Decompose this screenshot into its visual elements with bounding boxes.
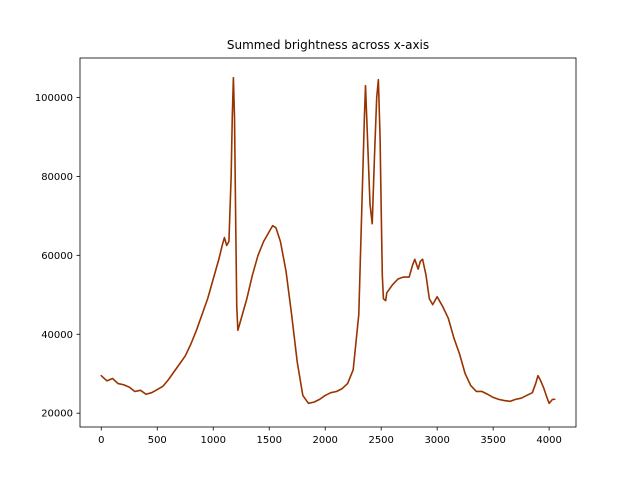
y-tick-label: 40000 — [41, 330, 73, 341]
data-line — [100, 76, 556, 405]
x-tick-label: 1500 — [256, 435, 281, 446]
x-tick-label: 2500 — [368, 435, 393, 446]
y-tick-label: 20000 — [41, 409, 73, 420]
y-tick-label: 100000 — [35, 93, 73, 104]
y-tick-label: 60000 — [41, 251, 73, 262]
x-tick-label: 0 — [98, 435, 104, 446]
x-tick-label: 2000 — [312, 435, 337, 446]
x-tick-label: 4000 — [536, 435, 561, 446]
plot-line — [100, 76, 556, 405]
y-tick-label: 80000 — [41, 172, 73, 183]
x-tick-label: 3000 — [424, 435, 449, 446]
y-axis: 20000 40000 60000 80000 100000 — [35, 93, 80, 420]
x-tick-label: 500 — [148, 435, 167, 446]
x-axis: 0 500 1000 1500 2000 2500 3000 3500 4000 — [98, 427, 562, 446]
chart-title: Summed brightness across x-axis — [227, 38, 429, 52]
x-tick-label: 3500 — [480, 435, 505, 446]
x-tick-label: 1000 — [201, 435, 226, 446]
plot-frame — [79, 57, 577, 428]
